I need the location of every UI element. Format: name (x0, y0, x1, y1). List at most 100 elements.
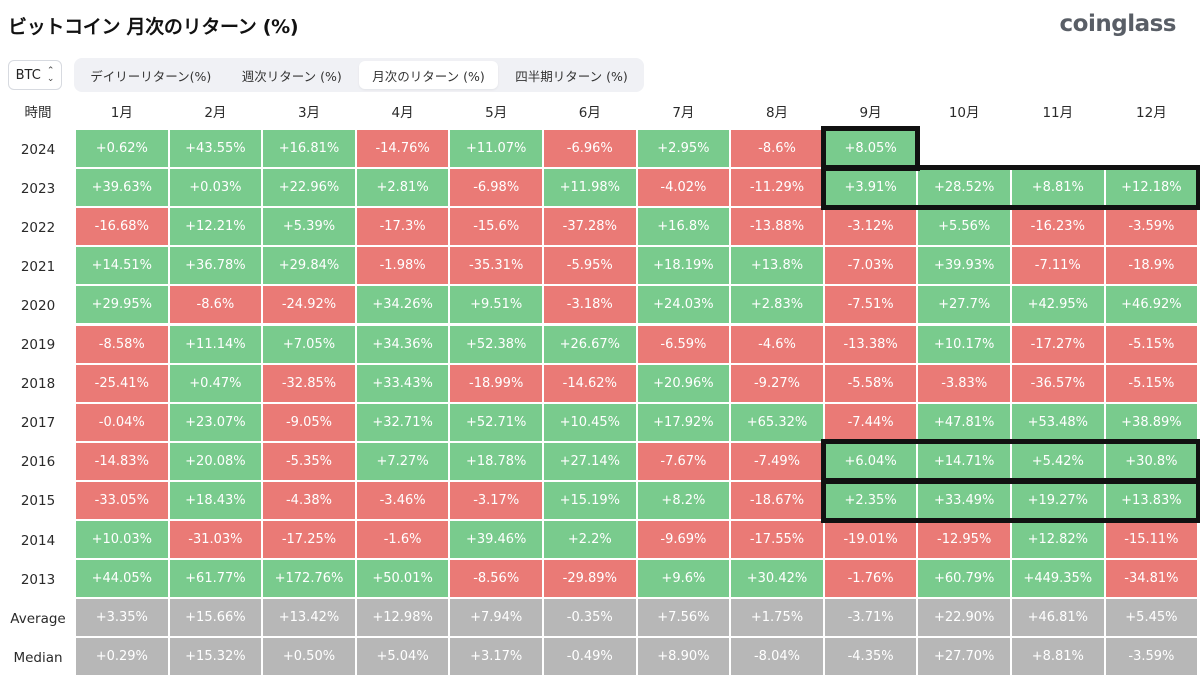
return-cell: +15.19% (544, 481, 636, 519)
return-cell: -8.6% (169, 286, 262, 324)
month-column-header[interactable]: 4月 (391, 105, 414, 121)
return-cell: -14.76% (356, 130, 449, 167)
time-column-header: 時間 (24, 105, 52, 121)
month-column-header[interactable]: 7月 (672, 105, 695, 121)
return-cell: +29.95% (76, 286, 168, 324)
return-cell: -18.67% (731, 481, 823, 519)
return-cell: +20.96% (637, 364, 730, 402)
summary-cell: +7.56% (637, 599, 730, 637)
month-column-header[interactable]: 11月 (1042, 105, 1074, 121)
return-cell: -31.03% (169, 521, 262, 558)
return-cell: +9.51% (450, 286, 542, 324)
return-cell: +33.43% (356, 364, 449, 402)
year-row: 2015 -33.05% +18.43% -4.38% -3.46% -3.17% +15.… (0, 481, 1200, 521)
summary-cell: +15.66% (169, 599, 262, 637)
return-cell: +32.71% (356, 403, 449, 441)
row-label: 2023 (20, 180, 56, 197)
return-cell: -8.6% (731, 130, 823, 167)
return-cell: +24.03% (637, 286, 730, 324)
return-cell: +38.89% (1105, 403, 1198, 441)
row-label: 2022 (20, 219, 56, 236)
symbol-select[interactable]: BTC ⌃ ⌄ (8, 60, 62, 90)
return-cell: +3.91% (824, 169, 917, 207)
row-label: Average (10, 610, 66, 627)
row-label: 2020 (20, 297, 56, 314)
month-column-header[interactable]: 3月 (297, 105, 321, 121)
return-cell: +34.36% (356, 325, 449, 363)
return-cell: -3.83% (918, 364, 1010, 402)
year-row: 2024 +0.62% +43.55% +16.81% -14.76% +11.07% -6… (0, 130, 1200, 169)
year-row: 2017 -0.04% +23.07% -9.05% +32.71% +52.71% +10… (0, 403, 1200, 443)
tab-weekly-return[interactable]: 週次リターン (%) (241, 68, 342, 84)
summary-cell: +1.75% (731, 599, 823, 637)
month-column-header[interactable]: 2月 (204, 105, 227, 121)
return-cell: +34.26% (356, 286, 449, 324)
return-cell: -1.6% (356, 521, 449, 558)
return-cell: +0.03% (169, 169, 262, 207)
return-cell: +14.51% (76, 247, 168, 285)
return-cell: -17.3% (356, 208, 449, 246)
return-cell: +16.8% (637, 208, 730, 246)
summary-cell: +7.94% (450, 599, 542, 637)
summary-cell: +22.90% (918, 599, 1010, 637)
return-cell: +2.83% (731, 286, 823, 324)
month-column-header[interactable]: 5月 (485, 105, 508, 121)
tab-daily-return[interactable]: デイリーリターン(%) (90, 68, 212, 84)
year-row: 2016 -14.83% +20.08% -5.35% +7.27% +18.78% +27… (0, 442, 1200, 482)
return-cell: +18.43% (169, 481, 262, 519)
month-column-header[interactable]: 6月 (578, 105, 601, 121)
year-row: 2014 +10.03% -31.03% -17.25% -1.6% +39.46% +2.… (0, 521, 1200, 560)
summary-cell: +8.81% (1012, 638, 1104, 676)
month-column-header[interactable]: 1月 (110, 105, 133, 121)
return-cell: +16.81% (263, 130, 355, 167)
return-cell: +47.81% (918, 403, 1010, 441)
tab-monthly-return[interactable]: 月次のリターン (%) (359, 61, 499, 89)
return-cell: +9.6% (637, 560, 730, 598)
return-cell: -18.99% (450, 364, 542, 402)
return-cell: +29.84% (263, 247, 355, 285)
return-cell: +61.77% (169, 560, 262, 598)
row-label: 2017 (20, 415, 56, 432)
return-cell: -11.29% (731, 169, 823, 207)
month-column-header[interactable]: 10月 (948, 105, 980, 121)
return-cell: +53.48% (1012, 403, 1104, 441)
month-column-header[interactable]: 9月 (859, 105, 882, 121)
return-cell: -13.88% (731, 208, 823, 246)
month-column-header[interactable]: 8月 (765, 105, 789, 121)
summary-cell: -3.71% (824, 599, 917, 637)
return-cell: +17.92% (637, 403, 730, 441)
year-row: 2021 +14.51% +36.78% +29.84% -1.98% -35.31% -5… (0, 247, 1200, 286)
year-row: 2019 -8.58% +11.14% +7.05% +34.36% +52.38% +26… (0, 325, 1200, 365)
row-label: 2016 (20, 454, 56, 471)
return-cell: -3.59% (1105, 208, 1198, 246)
return-cell: -7.49% (731, 442, 823, 480)
return-cell: +46.92% (1105, 286, 1198, 324)
return-cell: -33.05% (76, 481, 168, 519)
return-cell: +39.46% (450, 521, 542, 558)
return-cell: -9.05% (263, 403, 355, 441)
return-cell: +27.7% (918, 286, 1010, 324)
summary-cell: +13.42% (263, 599, 355, 637)
return-cell: -9.69% (637, 521, 730, 558)
return-cell: -37.28% (544, 208, 636, 246)
return-cell: -16.23% (1012, 208, 1104, 246)
return-cell: -3.12% (824, 208, 917, 246)
return-cell: -3.18% (544, 286, 636, 324)
summary-cell: +8.90% (637, 638, 730, 676)
chevron-up-down-icon: ⌃ ⌄ (46, 66, 55, 84)
return-cell: +2.81% (356, 169, 449, 207)
summary-cell: +12.98% (356, 599, 449, 637)
tab-quarterly-return[interactable]: 四半期リターン (%) (515, 68, 628, 84)
month-column-header[interactable]: 12月 (1136, 105, 1167, 121)
return-cell: -3.17% (450, 481, 542, 519)
return-cell: +18.19% (637, 247, 730, 285)
return-cell: +30.8% (1105, 442, 1198, 480)
summary-cell: +46.81% (1012, 599, 1104, 637)
return-cell: +30.42% (731, 560, 823, 598)
return-cell: +39.93% (918, 247, 1010, 285)
return-cell: +7.27% (356, 442, 449, 480)
return-cell: +13.83% (1105, 481, 1198, 519)
return-cell: -7.11% (1012, 247, 1104, 285)
return-cell: +19.27% (1012, 481, 1104, 519)
return-cell: +0.47% (169, 364, 262, 402)
